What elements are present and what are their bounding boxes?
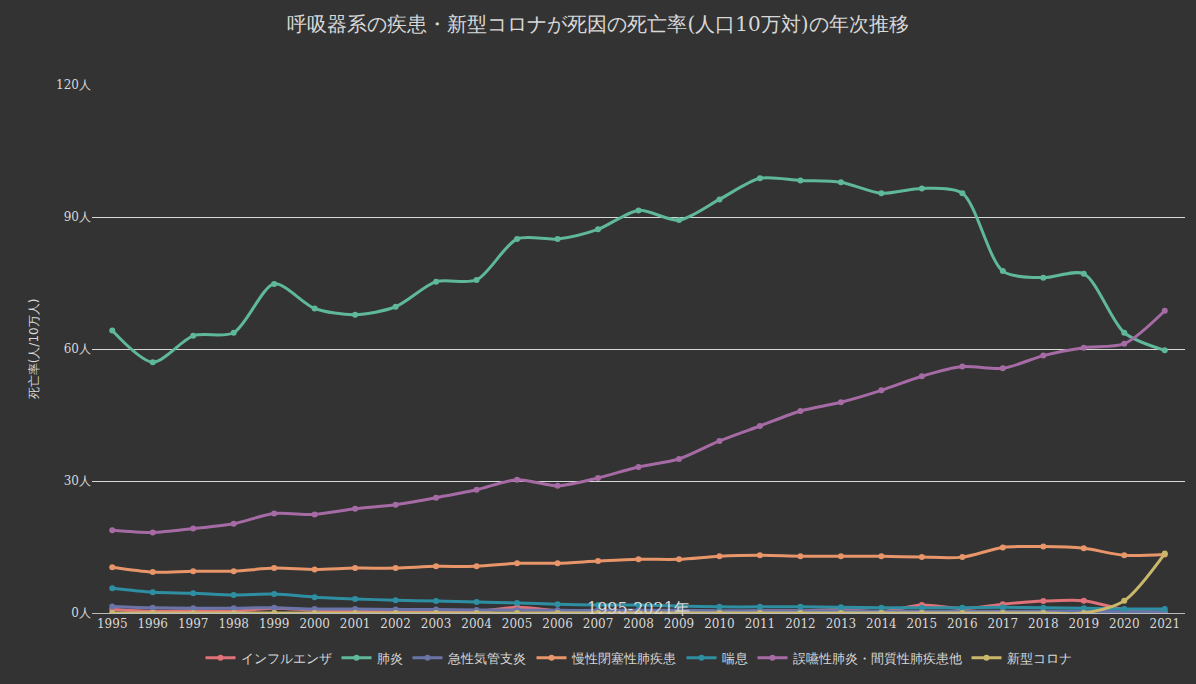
svg-text:新型コロナ: 新型コロナ: [1007, 651, 1072, 666]
svg-text:1995-2021年: 1995-2021年: [587, 599, 690, 618]
svg-text:2001: 2001: [340, 617, 371, 631]
svg-text:2013: 2013: [826, 617, 857, 631]
svg-text:2003: 2003: [421, 617, 452, 631]
svg-text:急性気管支炎: 急性気管支炎: [447, 651, 526, 666]
svg-text:2008: 2008: [623, 617, 654, 631]
svg-text:2016: 2016: [947, 617, 978, 631]
svg-text:2006: 2006: [542, 617, 573, 631]
svg-text:2010: 2010: [704, 617, 735, 631]
svg-text:2017: 2017: [988, 617, 1019, 631]
svg-text:2015: 2015: [907, 617, 938, 631]
svg-text:喘息: 喘息: [722, 651, 748, 666]
svg-text:2011: 2011: [745, 617, 776, 631]
svg-text:2009: 2009: [664, 617, 695, 631]
svg-text:30人: 30人: [64, 474, 91, 488]
svg-text:2007: 2007: [583, 617, 614, 631]
svg-text:1999: 1999: [259, 617, 290, 631]
svg-text:2019: 2019: [1069, 617, 1100, 631]
svg-text:慢性閉塞性肺疾患: 慢性閉塞性肺疾患: [571, 651, 676, 666]
svg-text:2002: 2002: [380, 617, 411, 631]
svg-text:肺炎: 肺炎: [377, 651, 403, 666]
svg-text:90人: 90人: [64, 210, 91, 224]
svg-text:2014: 2014: [866, 617, 897, 631]
svg-text:0人: 0人: [71, 606, 91, 620]
svg-text:インフルエンザ: インフルエンザ: [241, 651, 332, 666]
svg-text:死亡率(人/10万人): 死亡率(人/10万人): [27, 299, 41, 400]
svg-text:2018: 2018: [1028, 617, 1059, 631]
svg-text:2012: 2012: [785, 617, 816, 631]
svg-text:2005: 2005: [502, 617, 533, 631]
svg-text:2020: 2020: [1109, 617, 1140, 631]
svg-text:60人: 60人: [64, 342, 91, 356]
svg-text:1998: 1998: [218, 617, 249, 631]
svg-text:1997: 1997: [178, 617, 209, 631]
svg-text:2000: 2000: [299, 617, 330, 631]
svg-text:120人: 120人: [56, 78, 91, 92]
svg-text:1995: 1995: [97, 617, 128, 631]
svg-text:2021: 2021: [1149, 617, 1180, 631]
svg-text:呼吸器系の疾患・新型コロナが死因の死亡率(人口10万対)の年: 呼吸器系の疾患・新型コロナが死因の死亡率(人口10万対)の年次推移: [287, 12, 908, 36]
svg-text:誤嚥性肺炎・間質性肺疾患他: 誤嚥性肺炎・間質性肺疾患他: [793, 651, 962, 666]
svg-text:2004: 2004: [461, 617, 492, 631]
svg-text:1996: 1996: [137, 617, 168, 631]
